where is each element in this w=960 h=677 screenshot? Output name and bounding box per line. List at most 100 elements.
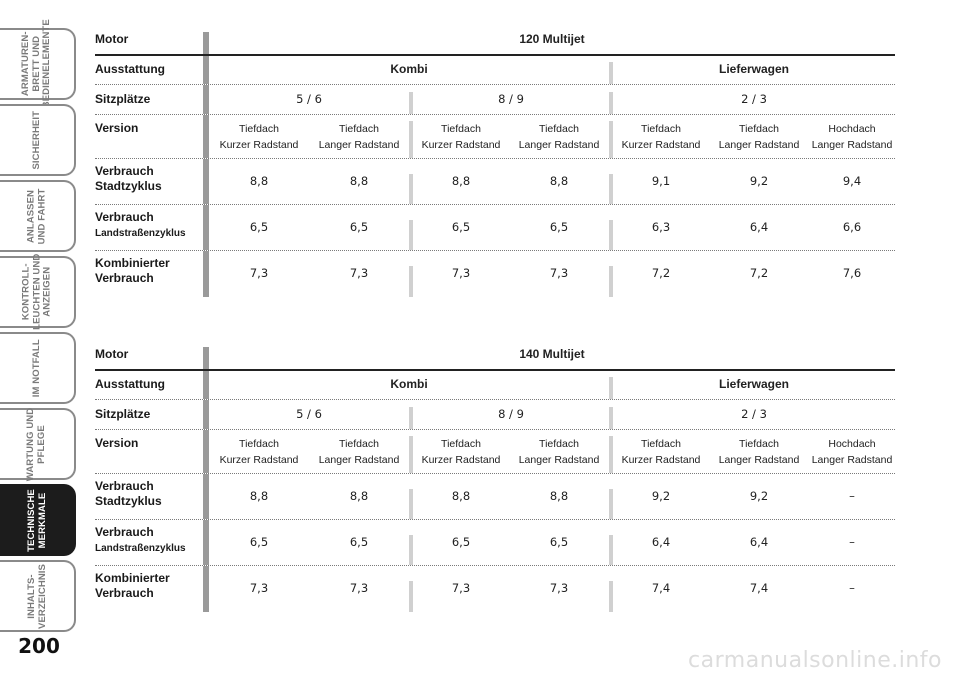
- row-label: Verbrauch Landstraßenzyklus: [95, 525, 186, 554]
- version-value: Tiefdach Langer Radstand: [318, 438, 400, 466]
- row-label: Version: [95, 436, 139, 450]
- row-label: Ausstattung: [95, 377, 165, 391]
- tab-im-notfall[interactable]: IM NOTFALL: [0, 332, 76, 404]
- value-cell: 7,2: [609, 266, 709, 297]
- value-cell: 8,8: [249, 489, 269, 503]
- value-cell: 6,5: [249, 535, 269, 549]
- value-cell: 9,2: [609, 489, 709, 519]
- value-cell: 7,3: [349, 581, 369, 595]
- value-cell: 7,6: [842, 266, 862, 280]
- row-label: Sitzplätze: [95, 407, 151, 421]
- version-value: Tiefdach Kurzer Radstand: [609, 436, 709, 473]
- value-cell: 6,5: [549, 535, 569, 549]
- page-number: 200: [18, 634, 60, 658]
- sitzplaetze-value: 2 / 3: [609, 92, 895, 114]
- value-cell: 6,6: [842, 220, 862, 234]
- value-cell: 8,8: [249, 174, 269, 188]
- row-sitzplaetze: Sitzplätze 5 / 6 8 / 9 2 / 3: [95, 85, 895, 115]
- value-cell: 8,8: [409, 489, 509, 519]
- row-label: Motor: [95, 347, 129, 361]
- value-cell: 6,5: [349, 535, 369, 549]
- value-cell: 8,8: [409, 174, 509, 204]
- value-cell: 9,2: [749, 489, 769, 503]
- version-value: Hochdach Langer Radstand: [811, 123, 893, 151]
- value-cell: 7,3: [249, 266, 269, 280]
- consumption-table-120: Motor 120 Multijet Ausstattung Kombi Lie…: [95, 32, 895, 297]
- tab-wartung[interactable]: WARTUNG UND PFLEGE: [0, 407, 76, 481]
- engine-name: 120 Multijet: [519, 32, 585, 46]
- row-label: Motor: [95, 32, 129, 46]
- sitzplaetze-value: 8 / 9: [409, 407, 609, 429]
- value-cell: 9,2: [749, 174, 769, 188]
- value-cell: 8,8: [549, 489, 569, 503]
- value-cell: 7,4: [749, 581, 769, 595]
- tab-label: INHALTS- VERZEICHNIS: [25, 563, 47, 629]
- sitzplaetze-value: 5 / 6: [296, 92, 322, 106]
- version-value: Tiefdach Kurzer Radstand: [219, 438, 299, 466]
- version-value: Tiefdach Langer Radstand: [518, 438, 600, 466]
- value-cell: 6,5: [349, 220, 369, 234]
- value-cell: 6,5: [409, 535, 509, 565]
- version-value: Tiefdach Kurzer Radstand: [609, 121, 709, 158]
- version-value: Tiefdach Langer Radstand: [518, 123, 600, 151]
- tab-label: IM NOTFALL: [30, 339, 42, 397]
- sitzplaetze-value: 5 / 6: [296, 407, 322, 421]
- row-label: Kombinierter Verbrauch: [95, 571, 170, 600]
- sitzplaetze-value: 2 / 3: [609, 407, 895, 429]
- tab-label: ANLASSEN UND FAHRT: [25, 188, 47, 244]
- value-cell: 7,4: [609, 581, 709, 612]
- value-cell: 6,4: [609, 535, 709, 565]
- tab-technische-merkmale[interactable]: TECHNISCHE MERKMALE: [0, 484, 76, 556]
- row-kombiniert: Kombinierter Verbrauch 7,3 7,3 7,3 7,3 7,…: [95, 251, 895, 297]
- ausstattung-value: Lieferwagen: [609, 377, 895, 399]
- row-version: Version Tiefdach Kurzer Radstand Tiefdach…: [95, 430, 895, 474]
- version-value: Tiefdach Kurzer Radstand: [409, 436, 509, 473]
- tab-anlassen[interactable]: ANLASSEN UND FAHRT: [0, 180, 76, 252]
- ausstattung-value: Kombi: [390, 62, 428, 76]
- value-cell: 6,5: [549, 220, 569, 234]
- row-kombiniert: Kombinierter Verbrauch 7,3 7,3 7,3 7,3 7,…: [95, 566, 895, 612]
- row-stadtzyklus: Verbrauch Stadtzyklus 8,8 8,8 8,8 8,8 9,1…: [95, 159, 895, 205]
- tab-sicherheit[interactable]: SICHERHEIT: [0, 104, 76, 176]
- row-sitzplaetze: Sitzplätze 5 / 6 8 / 9 2 / 3: [95, 400, 895, 430]
- tab-label: SICHERHEIT: [30, 110, 42, 170]
- value-cell: –: [849, 535, 855, 549]
- row-version: Version Tiefdach Kurzer Radstand Tiefdach…: [95, 115, 895, 159]
- value-cell: 6,4: [749, 535, 769, 549]
- row-ausstattung: Ausstattung Kombi Lieferwagen: [95, 56, 895, 85]
- row-ausstattung: Ausstattung Kombi Lieferwagen: [95, 371, 895, 400]
- tab-inhaltsverzeichnis[interactable]: INHALTS- VERZEICHNIS: [0, 560, 76, 632]
- tab-kontrollleuchten[interactable]: KONTROLL- LEUCHTEN UND ANZEIGEN: [0, 254, 76, 330]
- value-cell: 7,3: [249, 581, 269, 595]
- watermark: carmanualsonline.info: [688, 648, 942, 673]
- version-value: Hochdach Langer Radstand: [811, 438, 893, 466]
- value-cell: 7,3: [409, 581, 509, 612]
- value-cell: 7,3: [549, 266, 569, 280]
- row-label: Ausstattung: [95, 62, 165, 76]
- version-value: Tiefdach Langer Radstand: [318, 123, 400, 151]
- value-cell: 7,2: [749, 266, 769, 280]
- value-cell: 6,3: [609, 220, 709, 250]
- ausstattung-value: Kombi: [390, 377, 428, 391]
- row-label: Verbrauch Landstraßenzyklus: [95, 210, 186, 239]
- value-cell: 8,8: [349, 489, 369, 503]
- value-cell: 7,3: [349, 266, 369, 280]
- value-cell: 7,3: [549, 581, 569, 595]
- row-label: Version: [95, 121, 139, 135]
- value-cell: –: [849, 581, 855, 595]
- row-label: Kombinierter Verbrauch: [95, 256, 170, 285]
- value-cell: 8,8: [549, 174, 569, 188]
- tab-label: TECHNISCHE MERKMALE: [25, 488, 47, 552]
- row-label: Verbrauch Stadtzyklus: [95, 164, 162, 193]
- value-cell: 6,4: [749, 220, 769, 234]
- row-stadtzyklus: Verbrauch Stadtzyklus 8,8 8,8 8,8 8,8 9,2…: [95, 474, 895, 520]
- value-cell: 6,5: [409, 220, 509, 250]
- tab-armaturenbrett[interactable]: ARMATUREN- BRETT UND BEDIENELEMENTE: [0, 19, 76, 109]
- row-landstrasse: Verbrauch Landstraßenzyklus 6,5 6,5 6,5 6…: [95, 520, 895, 566]
- row-landstrasse: Verbrauch Landstraßenzyklus 6,5 6,5 6,5 6…: [95, 205, 895, 251]
- value-cell: 9,4: [842, 174, 862, 188]
- tab-label: WARTUNG UND PFLEGE: [25, 407, 48, 481]
- row-label: Verbrauch Stadtzyklus: [95, 479, 162, 508]
- value-cell: 8,8: [349, 174, 369, 188]
- value-cell: 6,5: [249, 220, 269, 234]
